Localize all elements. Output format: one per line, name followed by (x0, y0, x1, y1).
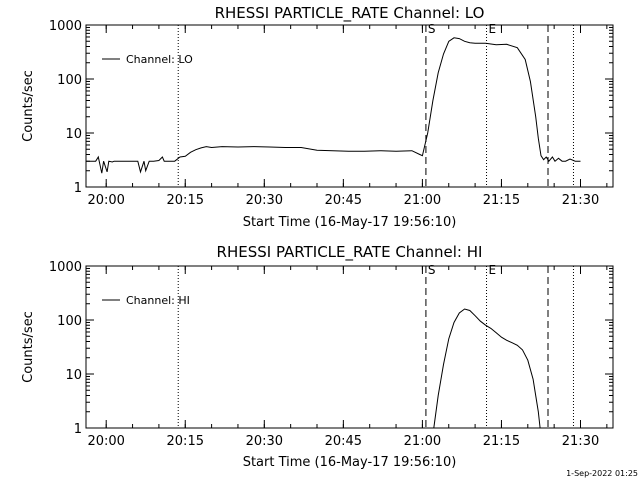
legend-label: Channel: LO (126, 53, 193, 66)
event-marker-label: S (428, 263, 436, 277)
x-tick-label: 20:00 (87, 193, 124, 208)
series-line (433, 308, 541, 429)
hi-channel-panel: RHESSI PARTICLE_RATE Channel: HI 1 10 100 10… (21, 243, 614, 470)
y-tick-label: 100 (57, 73, 82, 88)
x-axis-label: Start Time (16-May-17 19:56:10) (243, 455, 457, 470)
y-tick-label: 10 (65, 127, 82, 142)
x-axis-label: Start Time (16-May-17 19:56:10) (243, 215, 457, 230)
y-tick-label: 1 (74, 181, 82, 196)
y-tick-label: 10 (65, 368, 82, 383)
y-axis-label: Counts/sec (21, 70, 36, 142)
plot-frame (85, 265, 614, 429)
series-line (86, 37, 581, 174)
y-tick-label: 1 (74, 422, 82, 437)
x-tick-label: 21:30 (562, 193, 599, 208)
x-tick-label: 20:15 (167, 434, 204, 449)
y-tick-label: 1000 (49, 19, 82, 34)
plot-frame (85, 24, 614, 188)
x-tick-label: 20:30 (246, 434, 283, 449)
x-tick-label: 21:30 (562, 434, 599, 449)
x-tick-label: 21:15 (483, 193, 520, 208)
x-tick-label: 21:00 (404, 193, 441, 208)
x-tick-label: 20:30 (246, 193, 283, 208)
event-marker-label: E (489, 22, 497, 36)
x-tick-label: 21:00 (404, 434, 441, 449)
y-tick-label: 100 (57, 314, 82, 329)
x-tick-label: 20:45 (325, 193, 362, 208)
legend-label: Channel: HI (126, 294, 190, 307)
event-marker-label: S (428, 22, 436, 36)
chart-title: RHESSI PARTICLE_RATE Channel: HI (217, 243, 483, 262)
date-stamp: 1-Sep-2022 01:25 (566, 469, 638, 478)
y-axis-label: Counts/sec (21, 311, 36, 383)
lo-channel-panel: RHESSI PARTICLE_RATE Channel: LO 1 10 100 10… (21, 4, 614, 230)
x-tick-label: 20:15 (167, 193, 204, 208)
chart-title: RHESSI PARTICLE_RATE Channel: LO (215, 4, 485, 23)
x-tick-label: 20:00 (87, 434, 124, 449)
event-marker-label: E (489, 263, 497, 277)
y-tick-label: 1000 (49, 260, 82, 275)
x-tick-label: 20:45 (325, 434, 362, 449)
x-tick-label: 21:15 (483, 434, 520, 449)
